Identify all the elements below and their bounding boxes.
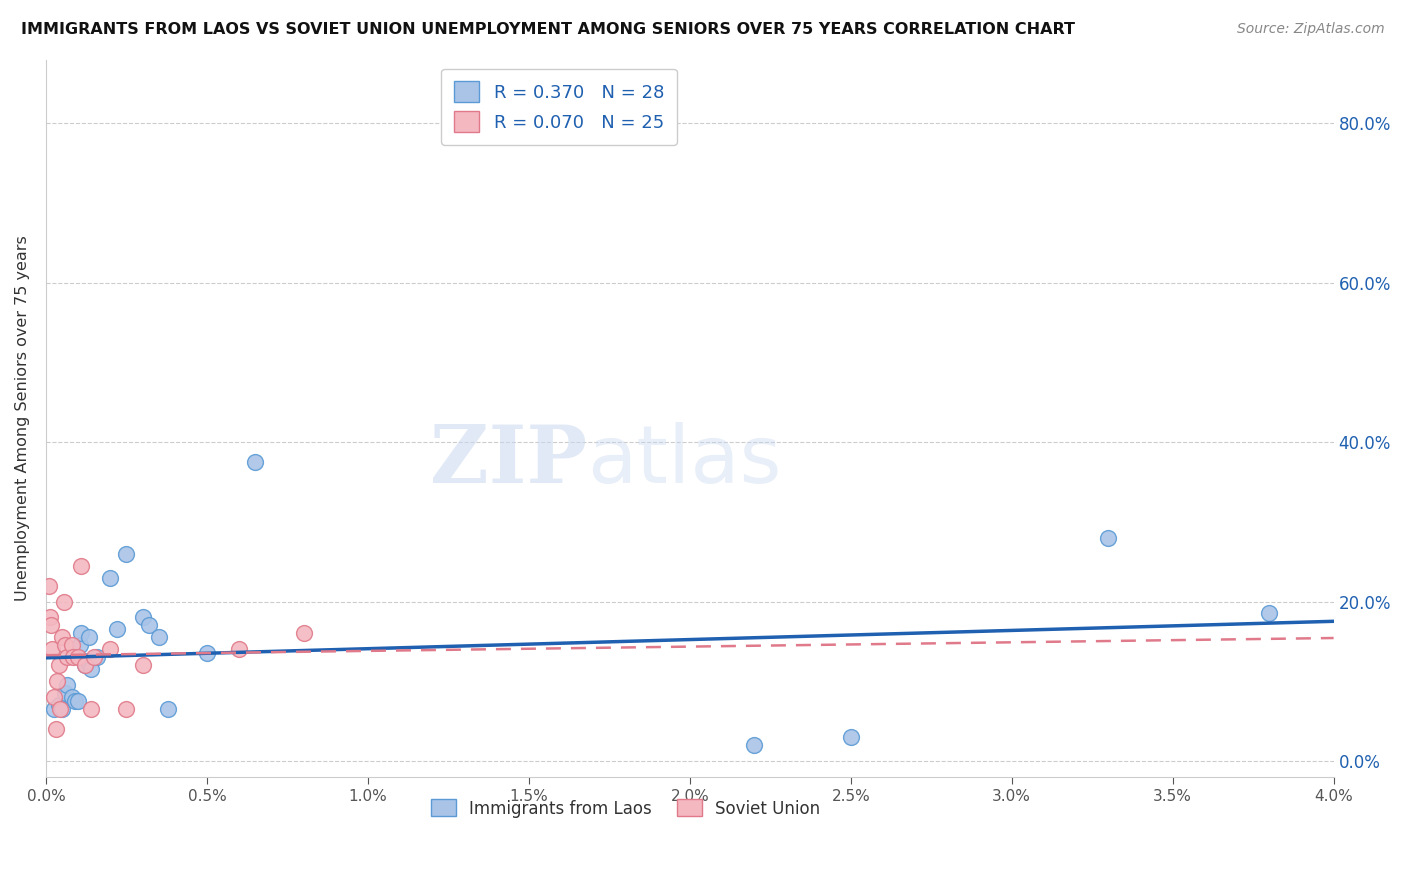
Point <box>41 642 63 657</box>
Point <box>73 658 96 673</box>
Point <box>131 658 153 673</box>
Text: IMMIGRANTS FROM LAOS VS SOVIET UNION UNEMPLOYMENT AMONG SENIORS OVER 75 YEARS CO: IMMIGRANTS FROM LAOS VS SOVIET UNION UNE… <box>21 22 1076 37</box>
Point <box>245 455 267 469</box>
Point <box>53 639 76 653</box>
Point <box>60 690 83 705</box>
Point <box>98 571 121 585</box>
Y-axis label: Unemployment Among Seniors over 75 years: Unemployment Among Seniors over 75 years <box>15 235 30 601</box>
Point <box>67 650 90 665</box>
Point <box>70 558 93 573</box>
Point <box>42 702 65 716</box>
Point <box>38 610 60 624</box>
Point <box>86 650 108 665</box>
Point <box>73 658 96 673</box>
Point <box>42 690 65 705</box>
Point <box>115 702 138 716</box>
Point <box>70 626 93 640</box>
Point <box>115 547 138 561</box>
Point <box>292 626 315 640</box>
Point <box>39 618 62 632</box>
Point <box>48 658 70 673</box>
Point <box>52 594 75 608</box>
Point <box>49 702 72 716</box>
Point <box>157 702 180 716</box>
Point <box>742 738 765 752</box>
Point <box>76 654 98 668</box>
Point <box>105 623 128 637</box>
Point <box>63 694 86 708</box>
Point <box>56 678 79 692</box>
Point <box>131 610 153 624</box>
Point <box>138 618 160 632</box>
Point <box>83 650 105 665</box>
Point <box>51 631 73 645</box>
Point <box>1258 607 1281 621</box>
Text: Source: ZipAtlas.com: Source: ZipAtlas.com <box>1237 22 1385 37</box>
Text: atlas: atlas <box>586 422 782 500</box>
Point <box>79 631 101 645</box>
Point <box>98 642 121 657</box>
Point <box>839 730 862 744</box>
Point <box>80 702 103 716</box>
Point <box>51 702 73 716</box>
Point <box>67 694 90 708</box>
Point <box>46 674 69 689</box>
Point <box>45 722 67 736</box>
Point <box>48 698 70 713</box>
Point <box>1097 531 1119 545</box>
Point <box>69 639 91 653</box>
Point <box>195 646 218 660</box>
Text: ZIP: ZIP <box>430 422 586 500</box>
Point <box>228 642 250 657</box>
Point <box>38 578 60 592</box>
Point <box>56 650 79 665</box>
Legend: Immigrants from Laos, Soviet Union: Immigrants from Laos, Soviet Union <box>422 791 828 826</box>
Point <box>60 639 83 653</box>
Point <box>80 662 103 676</box>
Point <box>53 686 76 700</box>
Point <box>148 631 170 645</box>
Point <box>62 650 84 665</box>
